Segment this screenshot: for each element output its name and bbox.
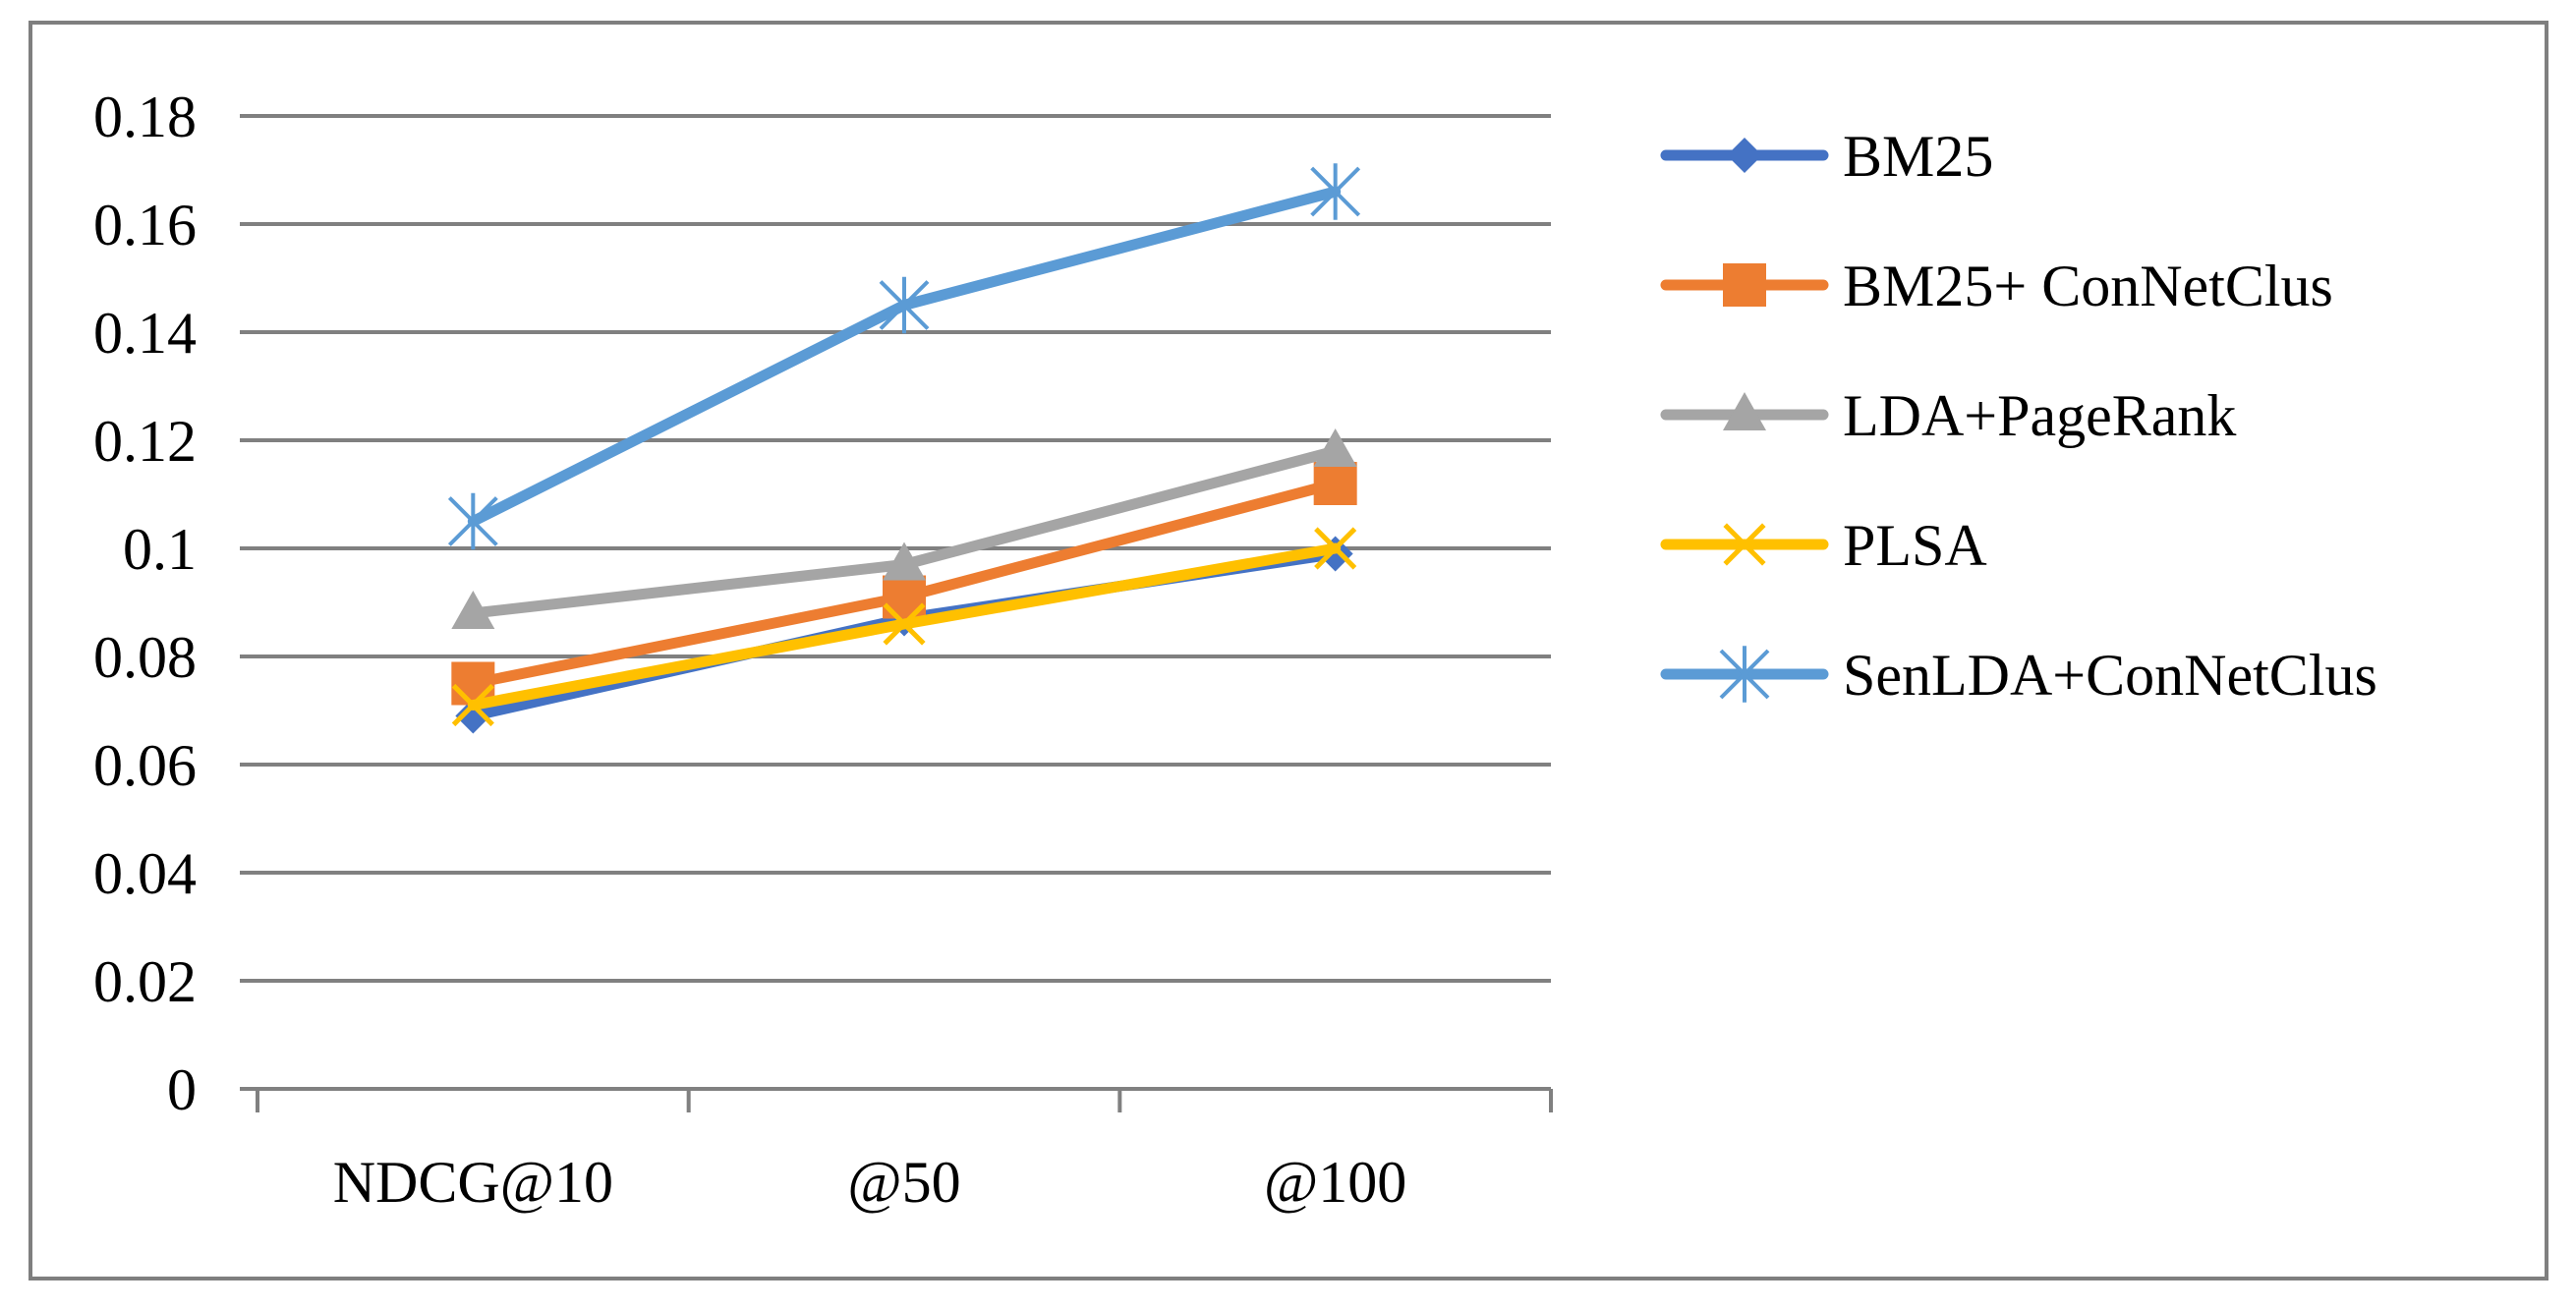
series-senlda-connetclus — [447, 163, 1361, 550]
data-point — [1723, 263, 1766, 307]
legend-label: LDA+PageRank — [1843, 383, 2236, 448]
legend-item: BM25 — [1660, 124, 1993, 189]
legend: BM25 BM25+ ConNetClus LDA+PageRank PLSA SenL… — [1660, 124, 2377, 708]
y-tick-label: 0.14 — [93, 301, 197, 366]
data-point — [447, 492, 498, 550]
y-tick-label: 0.18 — [93, 85, 197, 149]
data-point — [1727, 138, 1762, 173]
axes: 0 0.02 0.04 0.06 0.08 0.1 0.12 0.14 0.16 0.18 NDCG… — [93, 85, 1553, 1215]
legend-item: LDA+PageRank — [1660, 383, 2236, 448]
data-point — [1313, 428, 1357, 467]
data-point — [451, 591, 495, 629]
data-point — [1310, 163, 1361, 220]
legend-item: PLSA — [1660, 513, 1987, 578]
series-plsa — [451, 527, 1357, 727]
y-tick-label: 0.1 — [123, 517, 197, 582]
y-tick-label: 0 — [167, 1057, 197, 1122]
series-lines — [447, 163, 1361, 734]
data-point — [1314, 527, 1357, 570]
y-tick-label: 0.02 — [93, 949, 197, 1014]
y-tick-label: 0.16 — [93, 193, 197, 257]
x-tick-label: @50 — [847, 1150, 960, 1215]
data-point — [1313, 462, 1357, 505]
legend-label: PLSA — [1843, 513, 1987, 578]
y-tick-label: 0.04 — [93, 841, 197, 906]
x-tick-label: NDCG@10 — [333, 1150, 613, 1215]
data-point — [1723, 523, 1766, 566]
series-lda-pagerank — [451, 428, 1357, 629]
legend-label: BM25 — [1843, 124, 1993, 189]
legend-label: SenLDA+ConNetClus — [1843, 643, 2377, 708]
legend-label: BM25+ ConNetClus — [1843, 254, 2333, 318]
x-tick-label: @100 — [1264, 1150, 1406, 1215]
chart-border — [29, 21, 2548, 1281]
legend-item: SenLDA+ConNetClus — [1660, 643, 2377, 708]
y-tick-label: 0.12 — [93, 409, 197, 474]
data-point — [883, 541, 926, 581]
data-point — [1719, 646, 1770, 703]
y-tick-label: 0.08 — [93, 625, 197, 690]
data-point — [879, 276, 930, 334]
y-tick-label: 0.06 — [93, 733, 197, 798]
data-point — [1723, 392, 1766, 430]
legend-item: BM25+ ConNetClus — [1660, 254, 2333, 318]
data-point — [451, 683, 494, 727]
data-point — [883, 602, 926, 646]
